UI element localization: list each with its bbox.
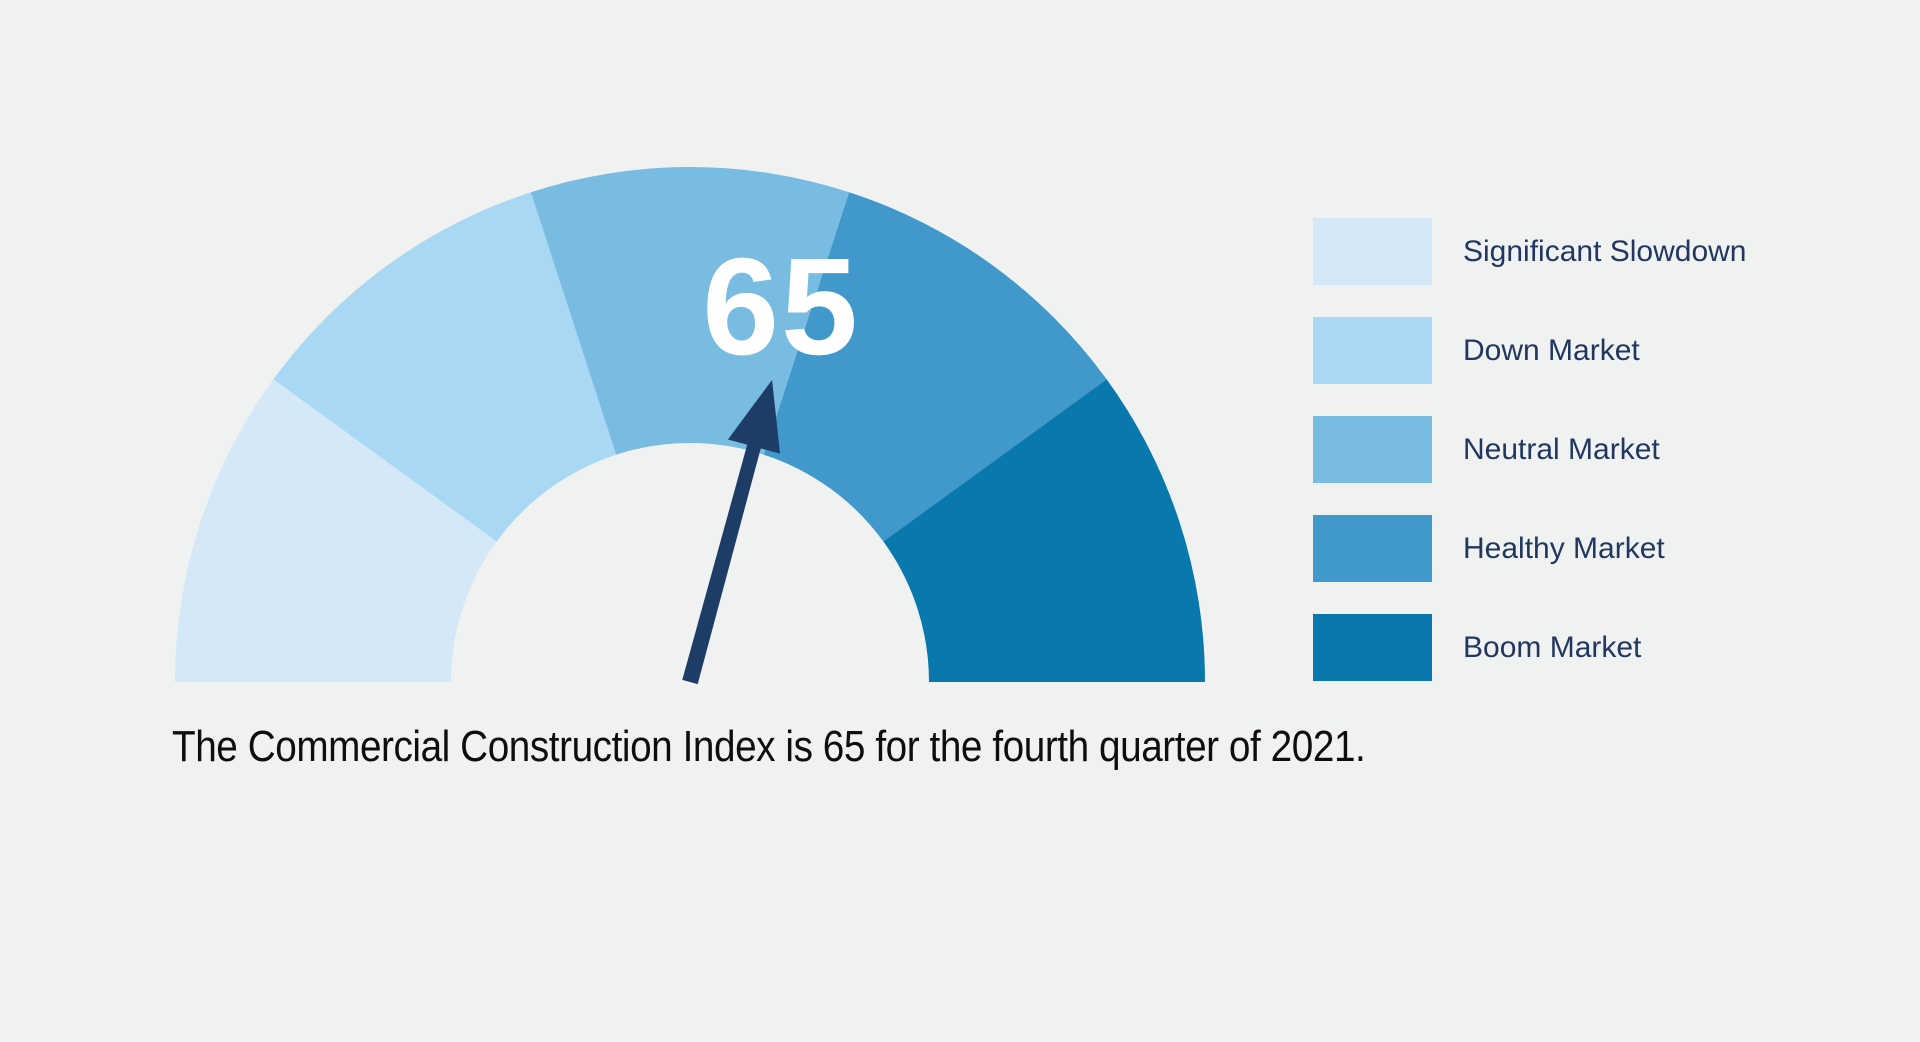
legend-item-down-market: Down Market xyxy=(1313,317,1747,384)
legend-item-significant-slowdown: Significant Slowdown xyxy=(1313,218,1747,285)
legend-swatch-down-market xyxy=(1313,317,1432,384)
legend-swatch-healthy-market xyxy=(1313,515,1432,582)
gauge-needle xyxy=(682,379,781,685)
legend-swatch-boom-market xyxy=(1313,614,1432,681)
gauge-legend: Significant Slowdown Down Market Neutral M… xyxy=(1313,218,1747,681)
legend-swatch-neutral-market xyxy=(1313,416,1432,483)
gauge-value: 65 xyxy=(702,230,860,384)
legend-label: Healthy Market xyxy=(1463,531,1665,565)
legend-swatch-significant-slowdown xyxy=(1313,218,1432,285)
legend-item-neutral-market: Neutral Market xyxy=(1313,416,1747,483)
caption-text: The Commercial Construction Index is 65 … xyxy=(172,722,1366,771)
legend-label: Significant Slowdown xyxy=(1463,234,1747,268)
legend-label: Neutral Market xyxy=(1463,432,1660,466)
legend-label: Boom Market xyxy=(1463,630,1642,664)
legend-item-boom-market: Boom Market xyxy=(1313,614,1747,681)
gauge-needle-arrowhead-icon xyxy=(727,379,781,454)
gauge-segment-group xyxy=(175,167,1205,682)
gauge-segment-boom-market xyxy=(883,379,1205,682)
legend-label: Down Market xyxy=(1463,333,1640,367)
gauge-segment-healthy-market xyxy=(763,192,1107,542)
gauge-segment-significant-slowdown xyxy=(175,379,497,682)
gauge-needle-shaft xyxy=(682,438,763,685)
gauge-segment-down-market xyxy=(273,192,617,542)
legend-item-healthy-market: Healthy Market xyxy=(1313,515,1747,582)
gauge-segment-neutral-market xyxy=(530,167,850,455)
